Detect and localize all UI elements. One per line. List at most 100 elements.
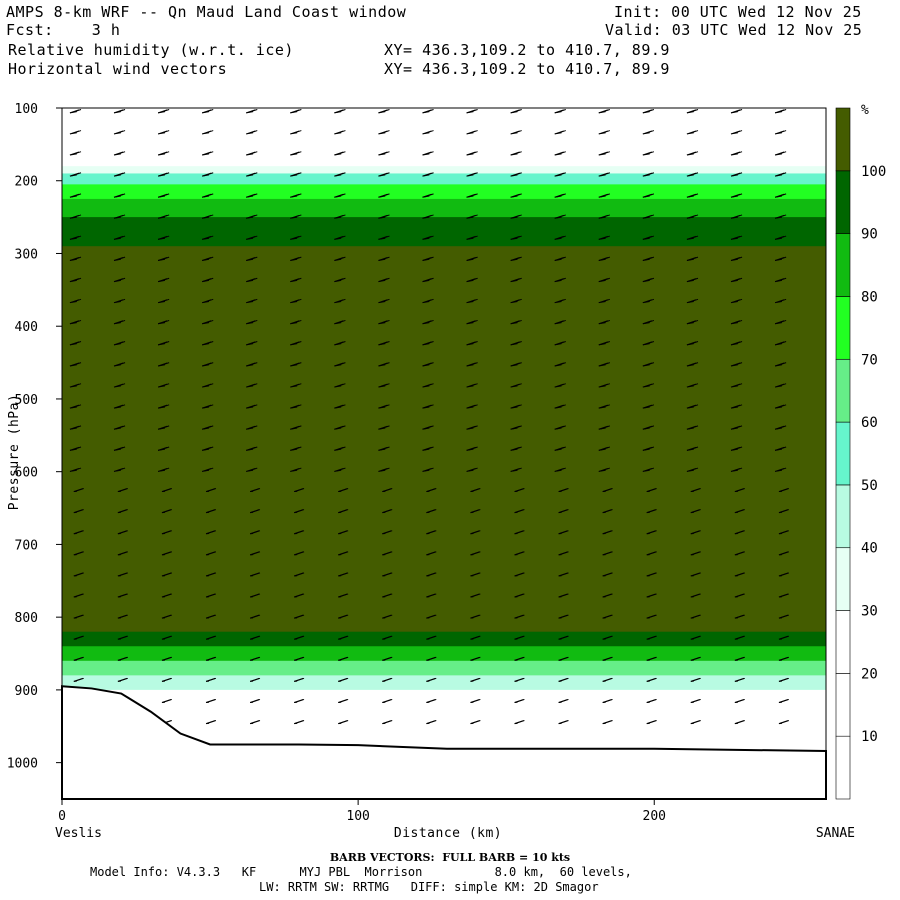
wind-barb (730, 362, 743, 367)
wind-barb (558, 509, 569, 514)
wind-barb (290, 467, 302, 472)
wind-barb (690, 635, 701, 640)
wind-barb (426, 656, 437, 661)
wind-barb (602, 635, 613, 640)
wind-barb (778, 593, 789, 598)
wind-barb (422, 130, 434, 135)
wind-barb (470, 698, 481, 703)
wind-barb (205, 677, 217, 682)
wind-barb (113, 256, 126, 261)
colorbar-tick-label: 90 (861, 227, 878, 243)
wind-barb (294, 614, 305, 619)
wind-barb (602, 488, 613, 493)
wind-barb (602, 656, 613, 661)
colorbar-swatch (835, 296, 851, 360)
wind-barb (778, 572, 789, 577)
wind-barb (117, 635, 128, 640)
rh-band (62, 675, 826, 691)
wind-barb (113, 151, 126, 156)
wind-barb (290, 235, 302, 240)
wind-barb (686, 277, 699, 283)
wind-barb (294, 593, 305, 598)
wind-barb (249, 488, 261, 493)
wind-barb (157, 193, 170, 198)
wind-barb (69, 277, 82, 283)
colorbar-tick-label: 60 (861, 415, 878, 431)
wind-barb (686, 214, 699, 219)
wind-barb (378, 214, 390, 219)
wind-barb (598, 404, 611, 409)
wind-barb (690, 698, 701, 703)
y-tick-label: 500 (15, 393, 38, 408)
colorbar-swatch (835, 421, 851, 486)
wind-barb (470, 572, 481, 577)
wind-barb (558, 530, 569, 535)
wind-barb (294, 551, 305, 556)
wind-barb (334, 151, 346, 156)
wind-barb (470, 614, 481, 619)
wind-barb (202, 341, 214, 346)
wind-barb (246, 151, 258, 156)
wind-barb (734, 572, 745, 577)
y-tick-label: 400 (15, 320, 38, 335)
wind-barb (246, 109, 258, 114)
wind-barb (422, 404, 434, 409)
wind-barb (642, 151, 655, 156)
wind-barb (510, 467, 522, 472)
y-axis-label: Pressure (hPa) (7, 394, 22, 511)
wind-barb (157, 425, 170, 430)
colorbar-tick-label: 30 (861, 604, 878, 620)
wind-barb (426, 572, 437, 577)
wind-barb (554, 425, 566, 430)
wind-barb (422, 362, 434, 367)
wind-barb (510, 109, 522, 114)
wind-barb (73, 509, 84, 514)
wind-barb (334, 404, 346, 409)
wind-barb (730, 256, 743, 261)
wind-barb (558, 677, 569, 682)
colorbar-tick-label: 20 (861, 666, 878, 682)
wind-barb (113, 319, 126, 325)
wind-barb (294, 509, 305, 514)
wind-barb (113, 214, 126, 219)
wind-barb (338, 720, 349, 725)
wind-barb (642, 109, 655, 114)
wind-barb (554, 256, 566, 261)
wind-barb (730, 277, 743, 283)
wind-barb (249, 614, 261, 619)
wind-barb (290, 214, 302, 219)
wind-barb (202, 172, 214, 177)
wind-barb (73, 551, 84, 556)
wind-barb (117, 677, 128, 682)
wind-barb (510, 383, 522, 388)
wind-barb (378, 446, 390, 451)
wind-barb (246, 256, 258, 261)
wind-barb (598, 467, 611, 472)
wind-barb (646, 572, 657, 577)
wind-barb (117, 572, 128, 577)
wind-barb (334, 383, 346, 388)
colorbar-tick-label: 50 (861, 478, 878, 494)
wind-barb (466, 425, 478, 430)
wind-barb (202, 362, 214, 367)
wind-barb (382, 593, 393, 598)
wind-barb (382, 614, 393, 619)
wind-barb (382, 551, 393, 556)
wind-barb (246, 383, 258, 388)
y-tick-label: 300 (15, 247, 38, 262)
wind-barb (161, 677, 173, 682)
wind-barb (686, 130, 699, 135)
wind-barb (290, 277, 302, 283)
wind-barb (334, 109, 346, 114)
wind-barb (686, 425, 699, 430)
wind-barb (117, 656, 128, 661)
colorbar-swatch (835, 170, 851, 234)
wind-barb (554, 277, 566, 283)
wind-barb (646, 593, 657, 598)
wind-barb (642, 277, 655, 283)
wind-barb (161, 509, 173, 514)
wind-barb (246, 298, 258, 304)
wind-barb (338, 572, 349, 577)
wind-barb (382, 488, 393, 493)
wind-barb (642, 341, 655, 346)
